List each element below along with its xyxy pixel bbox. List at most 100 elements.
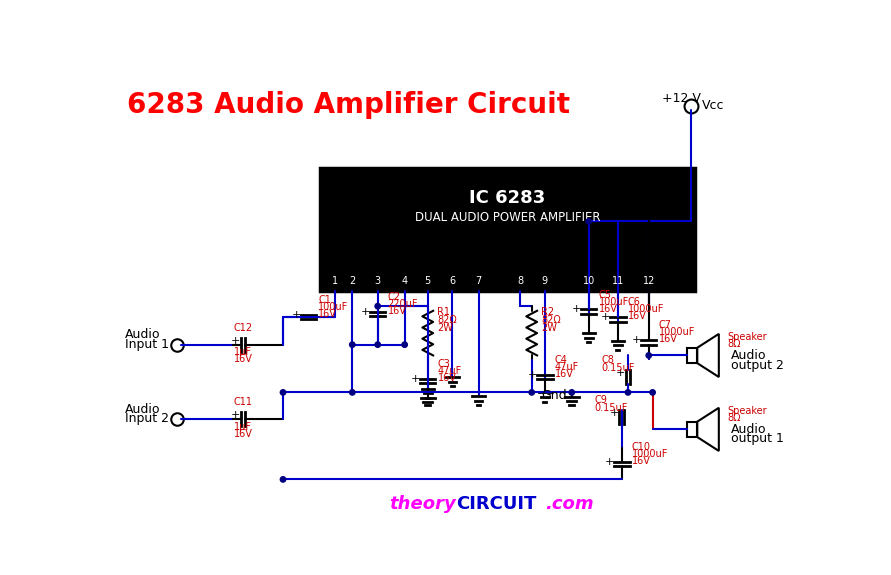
- Text: +: +: [632, 335, 642, 345]
- Text: 82Ω: 82Ω: [437, 315, 457, 325]
- Text: 16V: 16V: [233, 354, 252, 365]
- Text: Speaker: Speaker: [727, 332, 767, 342]
- Text: C9: C9: [595, 395, 608, 405]
- Text: C10: C10: [632, 442, 650, 452]
- Text: 10: 10: [583, 276, 595, 286]
- Text: .com: .com: [544, 495, 593, 513]
- Text: 0.15uF: 0.15uF: [595, 403, 628, 413]
- Text: Audio: Audio: [732, 423, 766, 436]
- Text: +: +: [616, 368, 625, 378]
- Text: theory: theory: [389, 495, 456, 513]
- Text: 4: 4: [402, 276, 408, 286]
- Text: 1µF: 1µF: [234, 422, 252, 432]
- Text: C5: C5: [599, 290, 612, 300]
- Text: 12: 12: [642, 276, 655, 286]
- Text: 16V: 16V: [599, 304, 617, 313]
- Text: C8: C8: [601, 355, 614, 365]
- Text: Input 1: Input 1: [125, 338, 169, 351]
- Text: 16V: 16V: [233, 429, 252, 439]
- Text: C3: C3: [437, 359, 451, 369]
- Text: 16V: 16V: [318, 309, 338, 319]
- Text: 11: 11: [612, 276, 624, 286]
- Text: output 1: output 1: [732, 432, 784, 446]
- Text: 2: 2: [349, 276, 356, 286]
- Text: +: +: [572, 304, 581, 315]
- Text: +: +: [231, 336, 240, 346]
- Text: 0.15uF: 0.15uF: [601, 363, 634, 373]
- Text: Speaker: Speaker: [727, 406, 767, 416]
- Text: 3: 3: [374, 276, 380, 286]
- Text: C4: C4: [555, 355, 568, 365]
- Text: +: +: [291, 309, 301, 320]
- Text: 1000uF: 1000uF: [628, 304, 665, 315]
- Text: 2W: 2W: [437, 323, 453, 333]
- Text: 16V: 16V: [555, 369, 574, 379]
- Text: 16V: 16V: [628, 311, 647, 321]
- Text: C6: C6: [628, 297, 641, 308]
- Bar: [320, 167, 695, 291]
- Text: +: +: [527, 370, 537, 380]
- Circle shape: [646, 352, 651, 358]
- Text: C7: C7: [658, 320, 672, 331]
- Text: 100uF: 100uF: [318, 302, 348, 312]
- Circle shape: [349, 342, 355, 347]
- Circle shape: [650, 390, 655, 395]
- Text: C1: C1: [318, 295, 331, 305]
- Text: Gnd: Gnd: [541, 389, 567, 402]
- Text: 2W: 2W: [541, 323, 557, 333]
- Text: R1: R1: [437, 308, 450, 317]
- Text: C2: C2: [388, 292, 401, 302]
- Text: 9: 9: [542, 276, 548, 286]
- Circle shape: [402, 342, 407, 347]
- Circle shape: [625, 390, 631, 395]
- Circle shape: [375, 342, 380, 347]
- Text: C11: C11: [233, 397, 252, 408]
- Text: 47uF: 47uF: [437, 366, 462, 376]
- Circle shape: [375, 304, 380, 309]
- Text: 1000uF: 1000uF: [658, 327, 695, 338]
- Text: Input 2: Input 2: [125, 412, 169, 426]
- Text: +: +: [411, 374, 421, 384]
- Text: 6283 Audio Amplifier Circuit: 6283 Audio Amplifier Circuit: [127, 90, 570, 118]
- Text: 6: 6: [449, 276, 455, 286]
- Circle shape: [586, 218, 592, 224]
- Text: C12: C12: [233, 323, 252, 333]
- Text: +: +: [231, 411, 240, 420]
- Bar: [687, 421, 698, 437]
- Text: 100uF: 100uF: [599, 297, 629, 306]
- Text: CIRCUIT: CIRCUIT: [456, 495, 536, 513]
- Text: 5: 5: [425, 276, 431, 286]
- Text: 8Ω: 8Ω: [727, 339, 740, 349]
- Circle shape: [281, 477, 286, 482]
- Circle shape: [529, 390, 535, 395]
- Text: Audio: Audio: [732, 349, 766, 362]
- Text: 47uF: 47uF: [555, 362, 579, 372]
- Text: 82Ω: 82Ω: [541, 315, 560, 325]
- Text: 8: 8: [517, 276, 523, 286]
- Text: 220uF: 220uF: [388, 299, 418, 309]
- Text: Vcc: Vcc: [702, 99, 724, 112]
- Text: output 2: output 2: [732, 359, 784, 371]
- Text: 16V: 16V: [437, 373, 457, 383]
- Text: 16V: 16V: [388, 306, 406, 316]
- Text: Audio: Audio: [125, 403, 160, 416]
- Circle shape: [569, 390, 575, 395]
- Text: 1000uF: 1000uF: [632, 449, 668, 459]
- Bar: [687, 348, 698, 363]
- Text: 7: 7: [476, 276, 482, 286]
- Circle shape: [281, 390, 286, 395]
- Text: 1: 1: [332, 276, 339, 286]
- Text: IC 6283: IC 6283: [470, 189, 545, 208]
- Text: +: +: [605, 457, 614, 467]
- Text: DUAL AUDIO POWER AMPLIFIER: DUAL AUDIO POWER AMPLIFIER: [414, 211, 601, 224]
- Text: Audio: Audio: [125, 328, 160, 342]
- Text: +: +: [601, 312, 610, 322]
- Circle shape: [349, 390, 355, 395]
- Text: R2: R2: [541, 308, 554, 317]
- Text: 16V: 16V: [658, 334, 678, 344]
- Text: +12 V: +12 V: [662, 92, 700, 105]
- Text: 16V: 16V: [632, 456, 650, 466]
- Text: +: +: [361, 306, 370, 317]
- Text: 8Ω: 8Ω: [727, 413, 740, 423]
- Text: 1µF: 1µF: [234, 347, 252, 358]
